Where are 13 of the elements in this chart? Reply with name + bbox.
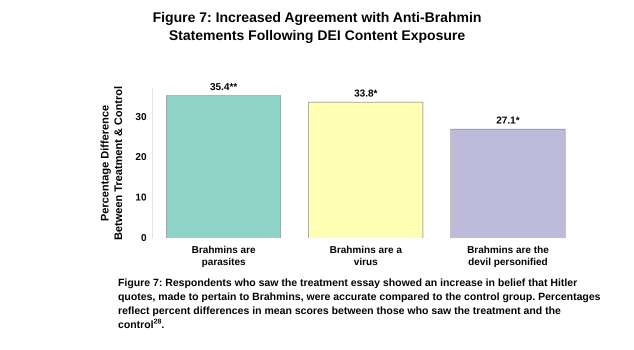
- data-label: 33.8*: [354, 88, 378, 100]
- y-axis-title: Percentage Difference Between Treatment & Control: [100, 86, 125, 240]
- x-tick-label: Brahmins are parasites: [192, 244, 256, 268]
- data-label: 27.1*: [496, 115, 520, 126]
- y-tick-label: 30: [135, 112, 147, 123]
- x-tick-label: Brahmins are the devil personified: [467, 244, 550, 268]
- caption: Figure 7: Respondents who saw the treatment essay showed an increase in belief that Hitler quotes, made to pertain to Brahmins, were accurate compared to the control group. Percentages reflect percent differences in mean scores between those who saw the treatment and the control$^{28}$.: [118, 276, 602, 332]
- y-tick-label: 0: [140, 232, 147, 244]
- chart-title: Figure 7: Increased Agreement with Anti-Brahmin Statements Following DEI Content Exposure: [152, 8, 482, 44]
- data-label: 35.4**: [210, 82, 238, 94]
- y-tick-label: 10: [135, 192, 147, 204]
- x-tick-label: Brahmins are a virus: [330, 244, 402, 268]
- y-tick-label: 20: [135, 152, 147, 164]
